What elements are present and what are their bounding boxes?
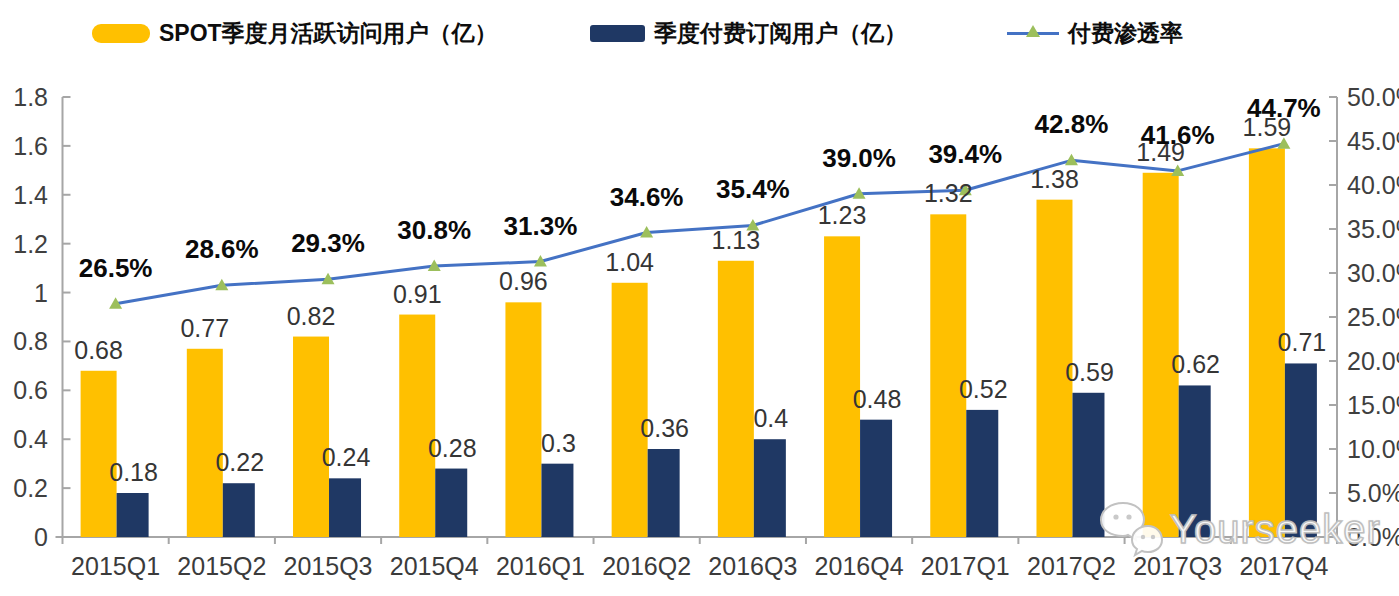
mau-value-label: 0.96: [499, 267, 548, 295]
penetration-value-label: 44.7%: [1247, 93, 1321, 123]
subscriber-bar: [117, 493, 149, 537]
subscriber-bar: [435, 469, 467, 537]
penetration-value-label: 41.6%: [1141, 120, 1215, 150]
watermark: Yourseeker: [1098, 500, 1381, 558]
subscriber-value-label: 0.48: [853, 385, 902, 413]
y-axis-label-left: 1.6: [13, 132, 48, 160]
y-axis-label-left: 0.4: [13, 425, 48, 453]
penetration-value-label: 39.0%: [822, 143, 896, 173]
mau-bar: [399, 315, 435, 537]
penetration-value-label: 34.6%: [610, 182, 684, 212]
subscriber-value-label: 0.4: [753, 404, 788, 432]
subscriber-bar: [541, 464, 573, 537]
y-axis-label-right: 45.0%: [1347, 127, 1399, 155]
chart-canvas: SPOT季度月活跃访问用户（亿） 季度付费订阅用户（亿） 付费渗透率 00.20…: [0, 0, 1399, 596]
penetration-value-label: 28.6%: [185, 234, 259, 264]
mau-value-label: 0.91: [393, 280, 442, 308]
x-axis-label: 2015Q4: [390, 552, 479, 580]
x-axis-label: 2016Q4: [815, 552, 904, 580]
subscriber-value-label: 0.52: [959, 375, 1008, 403]
penetration-value-label: 29.3%: [291, 228, 365, 258]
mau-bar: [718, 261, 754, 537]
subscriber-value-label: 0.3: [541, 429, 576, 457]
y-axis-label-right: 40.0%: [1347, 171, 1399, 199]
y-axis-label-left: 1: [34, 279, 48, 307]
y-axis-label-right: 20.0%: [1347, 347, 1399, 375]
y-axis-label-right: 35.0%: [1347, 215, 1399, 243]
subscriber-value-label: 0.24: [322, 443, 371, 471]
y-axis-label-right: 30.0%: [1347, 259, 1399, 287]
y-axis-label-right: 25.0%: [1347, 303, 1399, 331]
x-axis-label: 2016Q1: [496, 552, 585, 580]
y-axis-label-right: 10.0%: [1347, 435, 1399, 463]
subscriber-bar: [648, 449, 680, 537]
mau-bar: [187, 349, 223, 537]
penetration-value-label: 31.3%: [504, 211, 578, 241]
penetration-line: [116, 144, 1284, 304]
mau-value-label: 0.77: [180, 314, 229, 342]
subscriber-value-label: 0.71: [1278, 328, 1327, 356]
wechat-icon: [1098, 500, 1164, 558]
y-axis-label-right: 50.0%: [1347, 83, 1399, 111]
mau-bar: [293, 337, 329, 537]
penetration-value-label: 35.4%: [716, 174, 790, 204]
penetration-value-label: 39.4%: [928, 139, 1002, 169]
mau-value-label: 1.04: [605, 248, 654, 276]
subscriber-bar: [860, 420, 892, 537]
subscriber-value-label: 0.36: [640, 414, 689, 442]
subscriber-bar: [966, 410, 998, 537]
x-axis-label: 2016Q3: [708, 552, 797, 580]
subscriber-value-label: 0.59: [1065, 358, 1114, 386]
mau-bar: [612, 283, 648, 537]
subscriber-bar: [329, 478, 361, 537]
y-axis-label-left: 1.8: [13, 83, 48, 111]
subscriber-value-label: 0.22: [215, 448, 264, 476]
penetration-value-label: 42.8%: [1035, 109, 1109, 139]
y-axis-label-left: 0.2: [13, 474, 48, 502]
x-axis-label: 2015Q2: [177, 552, 266, 580]
mau-value-label: 1.32: [924, 179, 973, 207]
y-axis-label-right: 15.0%: [1347, 391, 1399, 419]
x-axis-label: 2015Q3: [284, 552, 373, 580]
mau-bar: [81, 371, 117, 537]
subscriber-value-label: 0.28: [428, 434, 477, 462]
mau-value-label: 1.23: [818, 201, 867, 229]
mau-value-label: 1.13: [712, 226, 761, 254]
y-axis-label-left: 1.2: [13, 230, 48, 258]
y-axis-label-left: 0.6: [13, 376, 48, 404]
watermark-text: Yourseeker: [1170, 507, 1381, 552]
mau-value-label: 1.38: [1030, 165, 1079, 193]
subscriber-value-label: 0.62: [1171, 350, 1220, 378]
subscriber-bar: [223, 483, 255, 537]
x-axis-label: 2016Q2: [602, 552, 691, 580]
y-axis-label-left: 0: [34, 523, 48, 551]
y-axis-label-left: 1.4: [13, 181, 48, 209]
mau-value-label: 0.68: [74, 336, 123, 364]
subscriber-bar: [754, 439, 786, 537]
subscriber-value-label: 0.18: [109, 458, 158, 486]
penetration-value-label: 26.5%: [79, 253, 153, 283]
x-axis-label: 2017Q1: [921, 552, 1010, 580]
mau-bar: [505, 302, 541, 537]
penetration-value-label: 30.8%: [397, 215, 471, 245]
mau-value-label: 0.82: [287, 302, 336, 330]
x-axis-label: 2015Q1: [71, 552, 160, 580]
y-axis-label-left: 0.8: [13, 327, 48, 355]
